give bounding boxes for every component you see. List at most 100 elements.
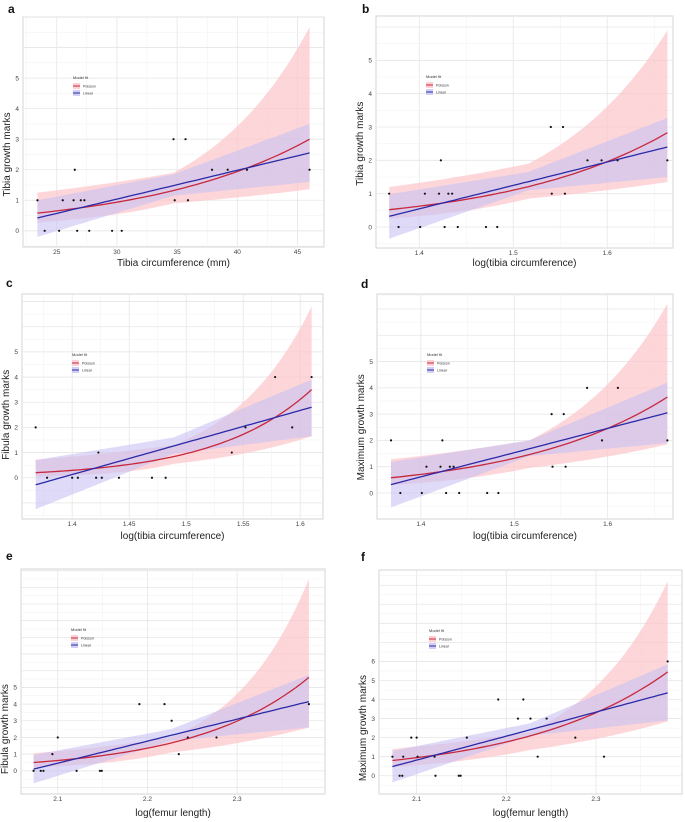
y-tick-label: 4 — [15, 106, 19, 113]
data-point — [586, 159, 589, 162]
data-point — [100, 476, 103, 479]
x-tick-label: 1.6 — [296, 521, 305, 528]
legend-entry: Poisson — [439, 637, 452, 641]
legend-entry: Linear — [439, 644, 450, 648]
y-tick-label: 0 — [15, 228, 19, 235]
y-axis-title: Fibula growth marks — [0, 684, 11, 774]
data-point — [184, 138, 187, 141]
data-point — [170, 719, 173, 722]
data-point — [616, 159, 619, 162]
legend: Model fit Poisson Linear — [429, 628, 452, 649]
data-point — [88, 229, 91, 232]
data-point — [437, 192, 441, 195]
y-tick-label: 0 — [369, 490, 373, 497]
plot-content — [388, 30, 669, 239]
data-point — [79, 199, 82, 202]
legend: Model fit Poisson Linear — [73, 75, 96, 96]
x-tick-label: 1.5 — [510, 521, 519, 528]
data-point — [600, 159, 603, 162]
legend-entry: Poisson — [436, 83, 449, 87]
data-point — [45, 476, 49, 479]
data-point — [420, 491, 423, 495]
legend: Model fit Poisson Linear — [71, 627, 94, 648]
data-point — [245, 168, 249, 171]
data-point — [458, 491, 461, 495]
y-tick-label: 3 — [14, 400, 18, 407]
data-point — [415, 736, 418, 739]
y-tick-label: 5 — [369, 359, 373, 366]
panel-label: e — [6, 549, 13, 563]
y-tick-label: 4 — [14, 374, 18, 381]
y-tick-label: 1 — [13, 751, 17, 758]
panel-f: 2.1 2.2 2.3 0 1 2 3 4 5 6 log(femur length) Maximum… — [358, 550, 683, 819]
x-tick-label: 1.55 — [237, 521, 250, 528]
data-point — [56, 736, 59, 739]
linear-fit-line — [390, 412, 668, 486]
y-tick-label: 5 — [13, 685, 17, 692]
data-point — [164, 476, 167, 479]
data-point — [457, 774, 460, 777]
y-tick-label: 4 — [371, 697, 375, 704]
legend: Model fit Poisson Linear — [72, 352, 95, 373]
data-point — [585, 386, 589, 389]
legend-entry: Linear — [436, 90, 447, 94]
data-point — [452, 465, 455, 468]
data-point — [95, 476, 98, 479]
panel-label: d — [361, 277, 368, 291]
data-point — [416, 755, 419, 758]
y-tick-label: 1 — [371, 754, 375, 761]
data-point — [110, 229, 114, 232]
x-tick-label: 1.4 — [415, 250, 424, 257]
data-point — [391, 755, 394, 758]
data-point — [150, 476, 154, 479]
y-tick-label: 0 — [368, 224, 372, 231]
x-tick-label: 1.45 — [123, 521, 136, 528]
linear-confidence-band — [37, 123, 310, 237]
data-point — [39, 769, 42, 772]
legend-entry: Poisson — [82, 361, 95, 365]
data-point — [100, 769, 103, 772]
data-point — [459, 774, 462, 777]
y-tick-label: 1 — [369, 464, 373, 471]
legend-entry: Poisson — [437, 361, 450, 365]
data-point — [550, 413, 553, 416]
data-point — [226, 168, 229, 171]
x-tick-label: 1.4 — [416, 521, 425, 528]
legend-entry: Linear — [437, 368, 448, 372]
linear-confidence-band — [391, 382, 668, 508]
data-point — [600, 439, 604, 442]
legend-entry: Linear — [82, 368, 93, 372]
data-point — [138, 703, 141, 706]
data-point — [173, 199, 176, 202]
data-point — [43, 229, 46, 232]
x-axis-title: log(tibia circumference) — [473, 531, 577, 542]
data-point — [456, 225, 459, 229]
linear-confidence-band — [35, 379, 312, 510]
y-tick-label: 3 — [369, 411, 373, 418]
data-point — [215, 736, 218, 739]
data-point — [444, 491, 448, 495]
panel-label: f — [361, 550, 366, 564]
data-point — [465, 736, 468, 739]
data-point — [75, 769, 78, 772]
data-point — [98, 769, 102, 772]
panel-e: 2.1 2.2 2.3 0 1 2 3 4 5 log(femur length) Fibula g… — [0, 549, 326, 819]
y-axis-title: Maximum growth marks — [358, 675, 369, 781]
y-tick-label: 3 — [371, 716, 375, 723]
data-point — [564, 465, 567, 468]
y-tick-label: 1 — [14, 450, 18, 457]
data-point — [434, 774, 437, 777]
data-point — [602, 755, 606, 758]
x-tick-label: 1.6 — [603, 521, 612, 528]
y-tick-label: 0 — [13, 768, 17, 775]
y-tick-label: 2 — [13, 735, 17, 742]
y-tick-label: 2 — [371, 735, 375, 742]
data-point — [51, 753, 54, 756]
x-tick-label: 1.5 — [182, 521, 191, 528]
data-point — [389, 439, 393, 442]
data-point — [83, 199, 86, 202]
data-point — [163, 703, 166, 706]
panel-label: c — [6, 276, 13, 290]
x-axis-title: log(femur length) — [493, 808, 569, 819]
linear-confidence-band — [389, 118, 668, 239]
